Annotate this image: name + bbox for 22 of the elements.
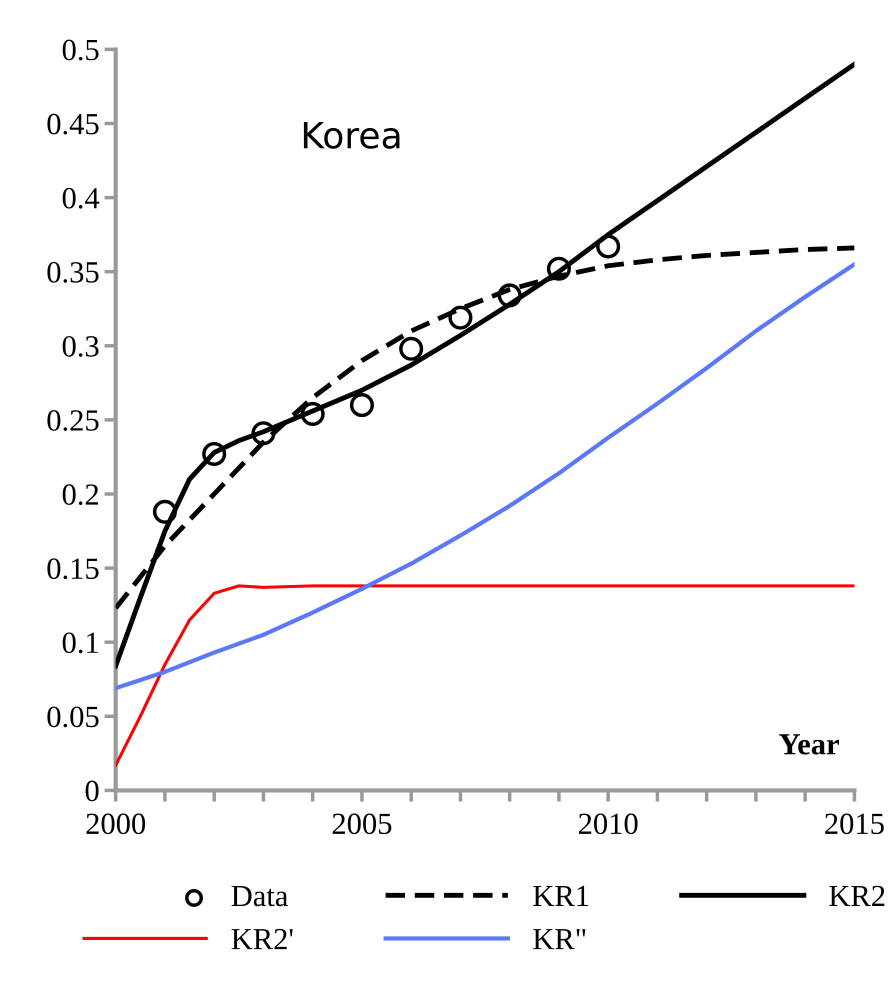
legend-label: Data (232, 886, 288, 906)
y-tick-label: 0.1 (62, 632, 98, 654)
y-tick-label: 0 (86, 780, 99, 802)
y-tick-label: 0.2 (62, 484, 98, 506)
annotation: Korea (304, 122, 400, 149)
legend-label: KR2 (829, 886, 884, 906)
legend-label: KR2' (232, 928, 293, 950)
y-tick-label: 0.25 (47, 410, 99, 431)
y-tick-label: 0.05 (47, 706, 99, 728)
y-tick-label: 0.15 (47, 558, 99, 580)
x-tick-label: 2000 (86, 814, 146, 834)
y-tick-label: 0.4 (62, 188, 100, 209)
y-tick-label: 0.3 (62, 336, 99, 357)
x-tick-label: 2010 (578, 814, 638, 834)
x-tick-label: 2005 (332, 814, 392, 834)
x-tick-label: 2015 (825, 814, 884, 834)
legend-label: KR" (533, 929, 586, 950)
y-tick-label: 0.5 (62, 40, 99, 60)
y-tick-label: 0.35 (47, 262, 99, 283)
legend-label: KR1 (533, 886, 588, 906)
x-axis-title: Year (779, 734, 839, 755)
y-tick-label: 0.45 (47, 114, 99, 135)
